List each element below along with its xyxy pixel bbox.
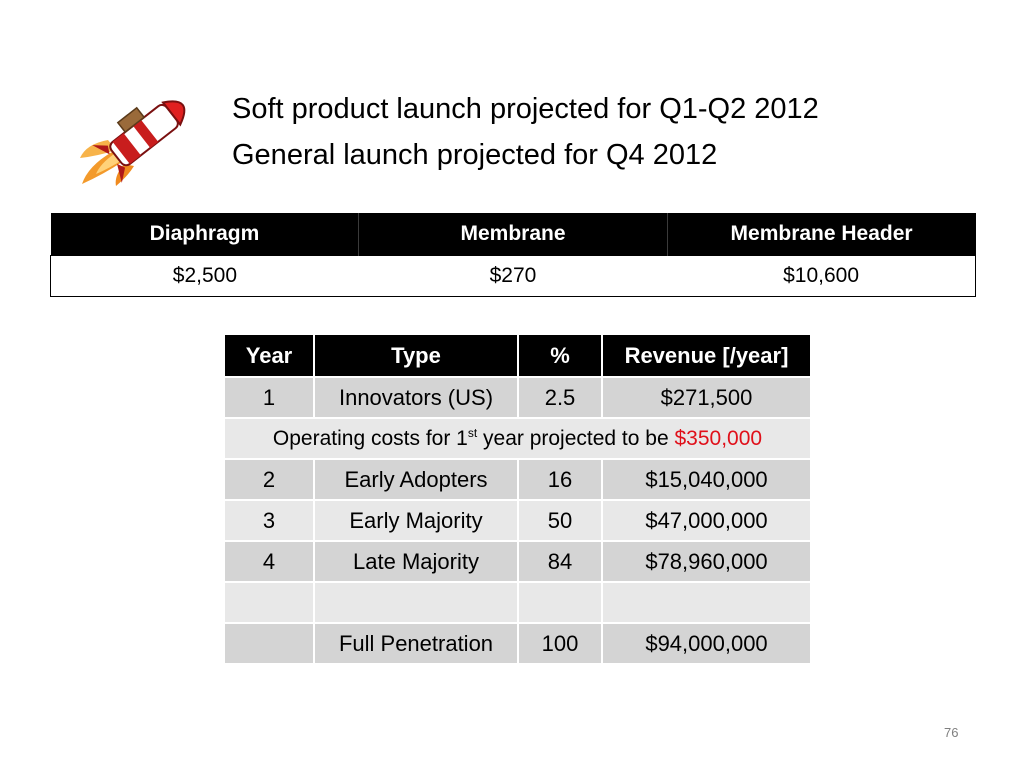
table-row: Full Penetration 100 $94,000,000 — [223, 622, 812, 665]
header-type: Type — [313, 333, 519, 378]
cell-year: 4 — [223, 540, 315, 583]
cell-revenue — [601, 581, 812, 624]
cell-year: 2 — [223, 458, 315, 501]
table-row: 3 Early Majority 50 $47,000,000 — [223, 499, 812, 542]
cell-type: Early Adopters — [313, 458, 519, 501]
header-revenue: Revenue [/year] — [601, 333, 812, 378]
cell-revenue: $271,500 — [601, 376, 812, 419]
rocket-icon — [80, 100, 186, 186]
price-table: Diaphragm Membrane Membrane Header $2,50… — [49, 213, 977, 297]
price-value-membrane-header: $10,600 — [667, 254, 977, 297]
operating-costs-row: Operating costs for 1st year projected t… — [223, 417, 812, 460]
note-highlight-amount: $350,000 — [674, 426, 763, 450]
page-number: 76 — [944, 725, 959, 740]
cell-percent: 50 — [517, 499, 603, 542]
cell-percent: 2.5 — [517, 376, 603, 419]
cell-revenue: $15,040,000 — [601, 458, 812, 501]
operating-costs-note: Operating costs for 1st year projected t… — [223, 417, 812, 460]
price-header-membrane: Membrane — [358, 213, 668, 255]
cell-type: Late Majority — [313, 540, 519, 583]
cell-revenue: $47,000,000 — [601, 499, 812, 542]
table-row — [223, 581, 812, 624]
revenue-table: Year Type % Revenue [/year] 1 Innovators… — [223, 333, 812, 665]
cell-year — [223, 622, 315, 665]
header-year: Year — [223, 333, 315, 378]
price-header-membrane-header: Membrane Header — [666, 213, 976, 255]
cell-type — [313, 581, 519, 624]
revenue-header-row: Year Type % Revenue [/year] — [223, 333, 812, 378]
note-prefix: Operating costs for 1 — [272, 426, 468, 450]
price-value-membrane: $270 — [358, 254, 668, 297]
cell-percent: 16 — [517, 458, 603, 501]
cell-type: Innovators (US) — [313, 376, 519, 419]
cell-year: 3 — [223, 499, 315, 542]
table-row: 4 Late Majority 84 $78,960,000 — [223, 540, 812, 583]
headline-line-1: Soft product launch projected for Q1-Q2 … — [232, 93, 819, 125]
cell-year — [223, 581, 315, 624]
cell-percent: 84 — [517, 540, 603, 583]
header-percent: % — [517, 333, 603, 378]
cell-revenue: $78,960,000 — [601, 540, 812, 583]
slide-headline: Soft product launch projected for Q1-Q2 … — [232, 86, 992, 178]
cell-percent: 100 — [517, 622, 603, 665]
cell-revenue: $94,000,000 — [601, 622, 812, 665]
price-value-row: $2,500 $270 $10,600 — [49, 254, 977, 297]
cell-year: 1 — [223, 376, 315, 419]
cell-type: Early Majority — [313, 499, 519, 542]
cell-type: Full Penetration — [313, 622, 519, 665]
price-header-row: Diaphragm Membrane Membrane Header — [50, 213, 976, 255]
note-superscript: st — [467, 425, 478, 440]
price-header-diaphragm: Diaphragm — [50, 213, 359, 255]
note-middle: year projected to be — [477, 426, 675, 450]
price-value-diaphragm: $2,500 — [49, 254, 359, 297]
cell-percent — [517, 581, 603, 624]
table-row: 2 Early Adopters 16 $15,040,000 — [223, 458, 812, 501]
headline-line-2: General launch projected for Q4 2012 — [232, 139, 718, 171]
table-row: 1 Innovators (US) 2.5 $271,500 — [223, 376, 812, 419]
